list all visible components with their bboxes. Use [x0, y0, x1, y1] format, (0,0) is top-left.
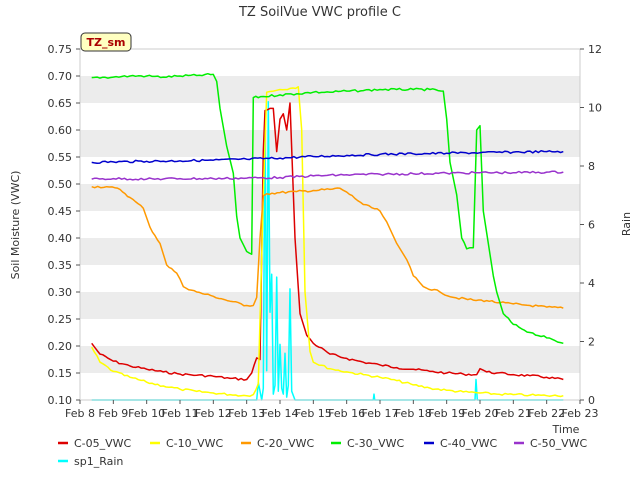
- series-line-c-20-vwc: [91, 185, 564, 309]
- grid-band: [80, 76, 580, 103]
- y2-tick-label: 10: [588, 102, 602, 115]
- x-tick-label: Feb 13: [228, 407, 265, 420]
- y-tick-label: 0.15: [48, 367, 73, 380]
- station-badge-box: [80, 32, 132, 52]
- legend-label: C-20_VWC: [257, 437, 315, 450]
- y-tick-label: 0.50: [48, 178, 73, 191]
- y-axis-right: 0 2 4 6 8 10 12: [580, 43, 602, 407]
- legend-label: C-50_VWC: [530, 437, 588, 450]
- x-tick-label: Feb 16: [328, 407, 365, 420]
- x-tick-label: Feb 23: [562, 407, 599, 420]
- y-tick-label: 0.35: [48, 259, 73, 272]
- x-tick-label: Feb 17: [362, 407, 399, 420]
- y-tick-label: 0.10: [48, 394, 73, 407]
- grid-band: [80, 373, 580, 400]
- y-tick-label: 0.30: [48, 286, 73, 299]
- legend: C-05_VWC C-10_VWC C-20_VWC C-30_VWC C-40_VWC…: [58, 437, 588, 468]
- legend-label: C-30_VWC: [347, 437, 405, 450]
- y2-tick-label: 0: [588, 394, 595, 407]
- grid-band: [80, 184, 580, 211]
- legend-label: C-10_VWC: [166, 437, 224, 450]
- x-tick-label: Feb 20: [462, 407, 499, 420]
- grid-band: [80, 238, 580, 265]
- legend-label: C-05_VWC: [74, 437, 132, 450]
- x-tick-label: Feb 10: [128, 407, 165, 420]
- legend-label: sp1_Rain: [74, 455, 123, 468]
- station-badge: TZ_sm: [80, 32, 132, 52]
- x-tick-label: Feb 14: [262, 407, 299, 420]
- x-axis-label: Time: [552, 423, 580, 436]
- y2-tick-label: 6: [588, 219, 595, 232]
- y2-axis-label: Rain: [620, 212, 633, 236]
- grid-band: [80, 103, 580, 130]
- series-line-c-40-vwc: [91, 149, 564, 165]
- series-layer: [91, 72, 564, 401]
- grid-band: [80, 319, 580, 346]
- chart-title: TZ SoilVue VWC profile C: [238, 5, 401, 20]
- grid-band: [80, 211, 580, 238]
- grid-band: [80, 130, 580, 157]
- y-tick-label: 0.65: [48, 97, 73, 110]
- y-tick-label: 0.75: [48, 43, 73, 56]
- grid-band: [80, 292, 580, 319]
- y-tick-label: 0.40: [48, 232, 73, 245]
- series-line-c-30-vwc: [91, 72, 564, 345]
- x-tick-label: Feb 12: [195, 407, 232, 420]
- y-tick-label: 0.45: [48, 205, 73, 218]
- x-tick-label: Feb 15: [295, 407, 332, 420]
- y-tick-label: 0.60: [48, 124, 73, 137]
- x-tick-label: Feb 21: [495, 407, 532, 420]
- series-line-c-10-vwc: [91, 86, 564, 398]
- grid-bands: [80, 49, 580, 400]
- y-axis-left: 0.10 0.15 0.20 0.25 0.30 0.35 0.40 0.45 0.50 0.55…: [48, 43, 80, 407]
- x-tick-label: Feb 11: [162, 407, 199, 420]
- y2-tick-label: 2: [588, 336, 595, 349]
- x-tick-label: Feb 8: [65, 407, 95, 420]
- x-tick-label: Feb 22: [528, 407, 565, 420]
- y-tick-label: 0.55: [48, 151, 73, 164]
- x-tick-label: Feb 18: [395, 407, 432, 420]
- y-axis-label: Soil Moisture (VWC): [9, 171, 22, 280]
- x-tick-label: Feb 9: [98, 407, 128, 420]
- y2-tick-label: 12: [588, 43, 602, 56]
- series-line-c-05-vwc: [91, 102, 564, 381]
- grid-band: [80, 49, 580, 76]
- x-tick-label: Feb 19: [428, 407, 465, 420]
- y2-tick-label: 4: [588, 277, 595, 290]
- station-badge-label: TZ_sm: [87, 36, 126, 49]
- y2-tick-label: 8: [588, 160, 595, 173]
- y-tick-label: 0.25: [48, 313, 73, 326]
- legend-label: C-40_VWC: [440, 437, 498, 450]
- y-tick-label: 0.70: [48, 70, 73, 83]
- y-tick-label: 0.20: [48, 340, 73, 353]
- grid-band: [80, 265, 580, 292]
- series-line-c-50-vwc: [91, 170, 564, 181]
